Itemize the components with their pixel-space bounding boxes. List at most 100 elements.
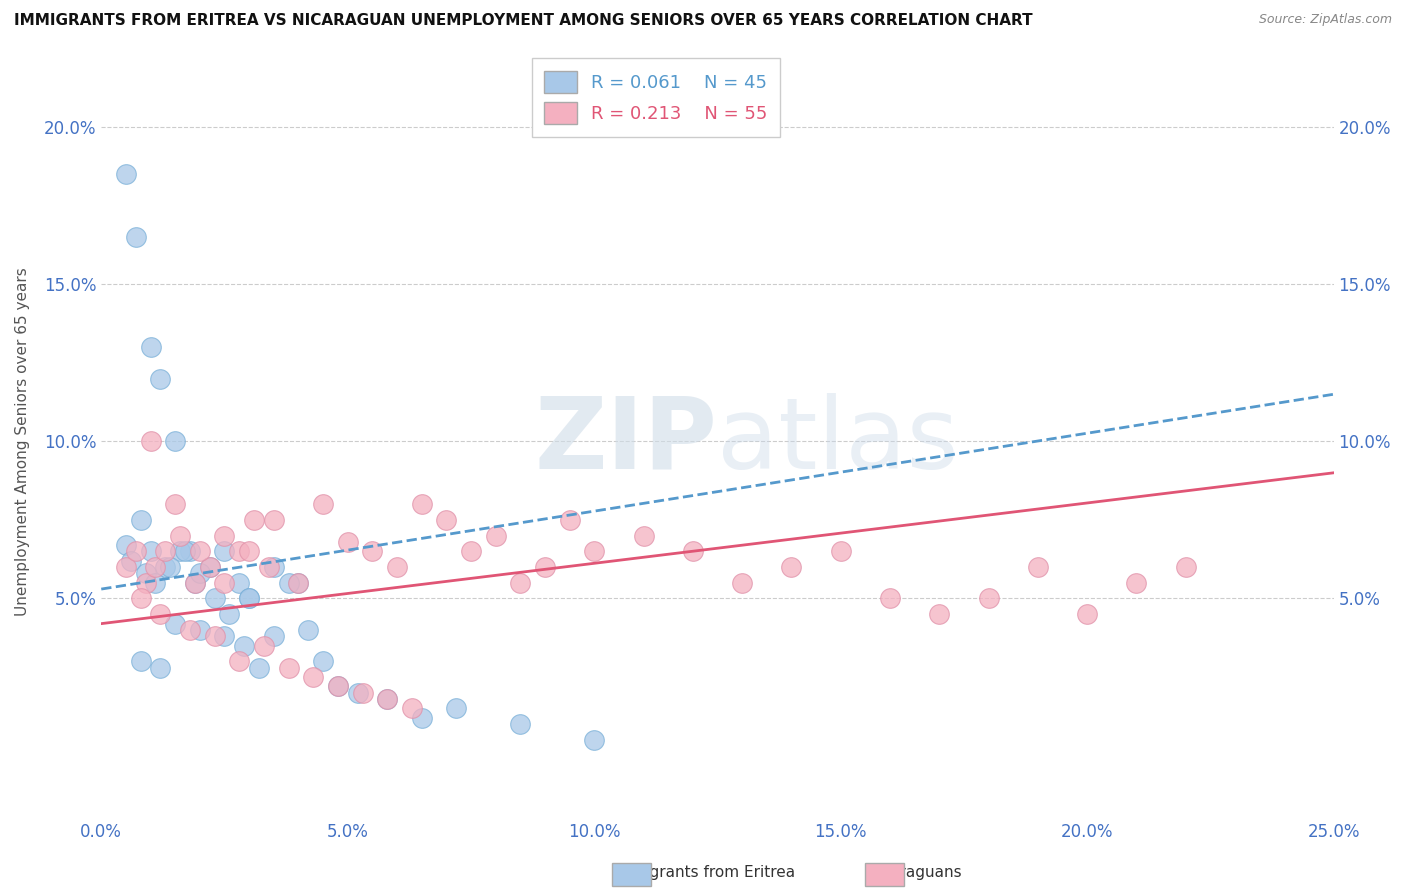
Point — [214, 629, 236, 643]
Point — [139, 544, 162, 558]
Point — [129, 654, 152, 668]
Point — [401, 701, 423, 715]
Point — [145, 560, 167, 574]
Point — [534, 560, 557, 574]
Point — [297, 623, 319, 637]
Point — [352, 686, 374, 700]
Point — [174, 544, 197, 558]
Point — [731, 575, 754, 590]
Point — [263, 629, 285, 643]
Point — [165, 497, 187, 511]
Point — [238, 544, 260, 558]
Text: Source: ZipAtlas.com: Source: ZipAtlas.com — [1258, 13, 1392, 27]
Point — [780, 560, 803, 574]
Point — [179, 544, 201, 558]
Point — [188, 566, 211, 581]
Point — [115, 538, 138, 552]
Point — [204, 591, 226, 606]
Point — [139, 434, 162, 449]
Point — [149, 371, 172, 385]
Point — [228, 654, 250, 668]
Point — [218, 607, 240, 622]
Text: IMMIGRANTS FROM ERITREA VS NICARAGUAN UNEMPLOYMENT AMONG SENIORS OVER 65 YEARS C: IMMIGRANTS FROM ERITREA VS NICARAGUAN UN… — [14, 13, 1032, 29]
Point — [155, 544, 177, 558]
Point — [169, 544, 191, 558]
Point — [583, 732, 606, 747]
Point — [149, 607, 172, 622]
Point — [263, 513, 285, 527]
Point — [411, 711, 433, 725]
Text: ZIP: ZIP — [534, 392, 717, 490]
Point — [444, 701, 467, 715]
Point — [312, 654, 335, 668]
Point — [135, 566, 157, 581]
Point — [165, 434, 187, 449]
Point — [125, 544, 148, 558]
Point — [198, 560, 221, 574]
Point — [312, 497, 335, 511]
Point — [169, 529, 191, 543]
Point — [509, 575, 531, 590]
Point — [149, 660, 172, 674]
Point — [375, 692, 398, 706]
Point — [509, 717, 531, 731]
Point — [129, 591, 152, 606]
Text: Immigrants from Eritrea: Immigrants from Eritrea — [612, 865, 794, 880]
Point — [830, 544, 852, 558]
Point — [287, 575, 309, 590]
Point — [287, 575, 309, 590]
Point — [361, 544, 384, 558]
Point — [346, 686, 368, 700]
Point — [214, 544, 236, 558]
Point — [336, 535, 359, 549]
Legend: R = 0.061    N = 45, R = 0.213    N = 55: R = 0.061 N = 45, R = 0.213 N = 55 — [531, 58, 780, 136]
Point — [115, 560, 138, 574]
Point — [243, 513, 266, 527]
Point — [1174, 560, 1197, 574]
Point — [1076, 607, 1098, 622]
Point — [583, 544, 606, 558]
Point — [228, 575, 250, 590]
Point — [214, 529, 236, 543]
Y-axis label: Unemployment Among Seniors over 65 years: Unemployment Among Seniors over 65 years — [15, 267, 30, 615]
Point — [277, 660, 299, 674]
Point — [165, 616, 187, 631]
Point — [238, 591, 260, 606]
Point — [198, 560, 221, 574]
Point — [120, 554, 142, 568]
Text: atlas: atlas — [717, 392, 959, 490]
Point — [115, 167, 138, 181]
Point — [135, 575, 157, 590]
Point — [233, 639, 256, 653]
Point — [125, 230, 148, 244]
Point — [558, 513, 581, 527]
Point — [204, 629, 226, 643]
Point — [145, 575, 167, 590]
Point — [184, 575, 207, 590]
Point — [247, 660, 270, 674]
Point — [879, 591, 901, 606]
Point — [326, 680, 349, 694]
Point — [238, 591, 260, 606]
Point — [928, 607, 950, 622]
Point — [228, 544, 250, 558]
Point — [484, 529, 506, 543]
Point — [263, 560, 285, 574]
Point — [1125, 575, 1147, 590]
Point — [460, 544, 482, 558]
Point — [385, 560, 408, 574]
Point — [277, 575, 299, 590]
Point — [302, 670, 325, 684]
Point — [633, 529, 655, 543]
Point — [214, 575, 236, 590]
Point — [139, 340, 162, 354]
Point — [375, 692, 398, 706]
Point — [434, 513, 457, 527]
Point — [155, 560, 177, 574]
Point — [129, 513, 152, 527]
Point — [159, 560, 181, 574]
Point — [1026, 560, 1049, 574]
Point — [326, 680, 349, 694]
Text: Nicaraguans: Nicaraguans — [866, 865, 962, 880]
Point — [682, 544, 704, 558]
